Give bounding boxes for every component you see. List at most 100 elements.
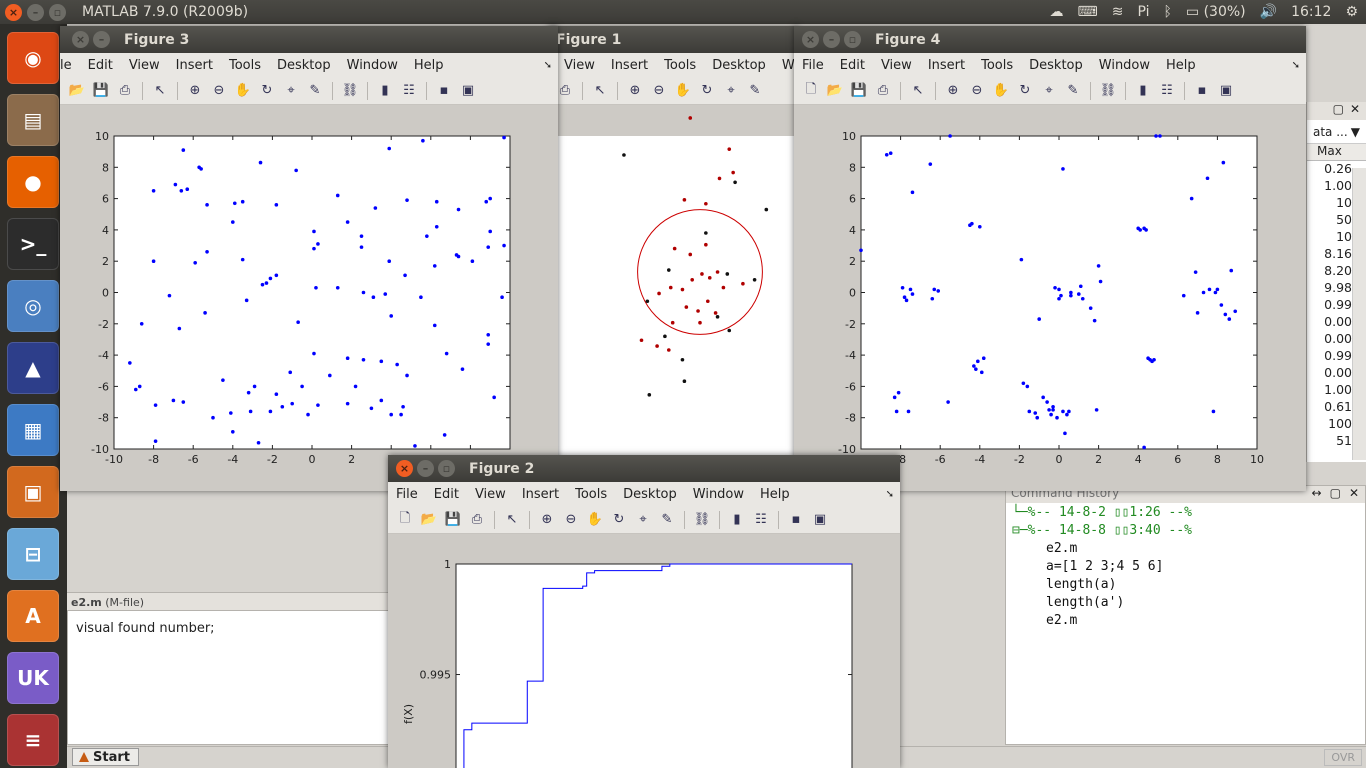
figure1-titlebar[interactable]: Figure 1 xyxy=(548,26,798,53)
open-icon[interactable]: 📂 xyxy=(420,512,438,527)
figure4-titlebar[interactable]: × – ▫ Figure 4 xyxy=(794,26,1306,53)
variable-cell[interactable]: 8.16 xyxy=(1324,246,1352,261)
bluetooth-icon[interactable]: ᛒ xyxy=(1163,4,1172,20)
variable-cell[interactable]: 1.00 xyxy=(1324,178,1352,193)
rotate-icon[interactable]: ↻ xyxy=(1019,83,1031,98)
maximize-button[interactable]: ▫ xyxy=(438,460,455,477)
print-icon[interactable]: ⎙ xyxy=(877,83,889,98)
start-button[interactable]: Start xyxy=(72,748,139,766)
dock-arrow-icon[interactable]: ➘ xyxy=(543,59,552,71)
pointer-icon[interactable]: ↖ xyxy=(912,83,924,98)
zoom-in-icon[interactable]: ⊕ xyxy=(541,512,553,527)
maximize-icon[interactable]: ▢ xyxy=(1329,486,1341,500)
cloud-icon[interactable]: ☁ xyxy=(1049,4,1064,20)
hide-tools-icon[interactable]: ▪ xyxy=(1197,83,1207,98)
menu-insert[interactable]: Insert xyxy=(610,57,649,73)
gear-icon[interactable]: ⚙ xyxy=(1345,4,1358,20)
zoom-out-icon[interactable]: ⊖ xyxy=(653,83,665,98)
menu-view[interactable]: View xyxy=(564,57,595,73)
colorbar-icon[interactable]: ▮ xyxy=(733,512,741,527)
brush-icon[interactable]: ✎ xyxy=(1067,83,1079,98)
save-icon[interactable]: 💾 xyxy=(444,512,462,527)
show-tools-icon[interactable]: ▣ xyxy=(461,83,475,98)
history-command[interactable]: length(a) xyxy=(1046,577,1117,592)
variable-cell[interactable]: 1.00 xyxy=(1324,382,1352,397)
link-icon[interactable]: ⛓ xyxy=(1099,83,1117,98)
menu-window[interactable]: Window xyxy=(346,57,398,73)
volume-icon[interactable]: 🔊 xyxy=(1259,4,1278,20)
zoom-in-icon[interactable]: ⊕ xyxy=(189,83,201,98)
ubuntu-icon[interactable]: ◉ xyxy=(7,32,59,84)
link-icon[interactable]: ⛓ xyxy=(693,512,711,527)
variable-cell[interactable]: 10 xyxy=(1336,195,1352,210)
brush-icon[interactable]: ✎ xyxy=(749,83,761,98)
variable-cell[interactable]: 0.00 xyxy=(1324,331,1352,346)
history-command[interactable]: length(a') xyxy=(1046,595,1125,610)
figure2-plot[interactable]: 0.995 1 f(X) xyxy=(388,534,900,768)
figure4-plot[interactable]: -8 -6 -4 -2 0 2 4 6 8 10 -10 -8 -6 -4 -2 0 2 4 6 8 10 xyxy=(794,105,1306,491)
open-icon[interactable]: 📂 xyxy=(68,83,86,98)
menu-edit[interactable]: Edit xyxy=(839,57,865,73)
new-figure-icon[interactable]: 🗋 xyxy=(399,510,411,526)
menu-help[interactable]: Help xyxy=(760,486,790,502)
variable-cell[interactable]: 0.26 xyxy=(1324,161,1352,176)
editor-text-area[interactable]: visual found number; xyxy=(67,610,392,745)
variable-cell[interactable]: 0.99 xyxy=(1324,348,1352,363)
link-icon[interactable]: ⛓ xyxy=(341,83,359,98)
variable-cell[interactable]: 8.20 xyxy=(1324,263,1352,278)
print-icon[interactable]: ⎙ xyxy=(119,83,131,98)
brush-icon[interactable]: ✎ xyxy=(309,83,321,98)
variable-cell[interactable]: 0.00 xyxy=(1324,314,1352,329)
close-window-button[interactable]: × xyxy=(5,3,22,21)
hide-tools-icon[interactable]: ▪ xyxy=(439,83,449,98)
zoom-in-icon[interactable]: ⊕ xyxy=(947,83,959,98)
terminal-icon[interactable]: >_ xyxy=(7,218,59,270)
history-session[interactable]: └─%-- 14-8-2 ▯▯1:26 --% xyxy=(1012,505,1193,520)
menu-desktop[interactable]: Desktop xyxy=(277,57,331,73)
menu-help[interactable]: Help xyxy=(413,57,444,73)
pan-icon[interactable]: ✋ xyxy=(992,83,1010,98)
menu-help[interactable]: Help xyxy=(1166,57,1196,73)
menu-insert[interactable]: Insert xyxy=(175,57,213,73)
software-center-icon[interactable]: A xyxy=(7,590,59,642)
pan-icon[interactable]: ✋ xyxy=(674,83,692,98)
menu-file[interactable]: File xyxy=(802,57,824,73)
writer-icon[interactable]: ▦ xyxy=(7,404,59,456)
wifi-icon[interactable]: ≋ xyxy=(1111,4,1124,20)
chromium-icon[interactable]: ◎ xyxy=(7,280,59,332)
menu-desktop[interactable]: Desktop xyxy=(1029,57,1083,73)
menu-desktop[interactable]: Desktop xyxy=(712,57,766,73)
input-method-icon[interactable]: Pi xyxy=(1137,4,1150,20)
close-button[interactable]: × xyxy=(72,31,89,48)
close-icon[interactable]: ✕ xyxy=(1349,102,1360,116)
menu-tools[interactable]: Tools xyxy=(228,57,261,73)
close-button[interactable]: × xyxy=(396,460,413,477)
menu-insert[interactable]: Insert xyxy=(521,486,560,502)
menu-tools[interactable]: Tools xyxy=(981,57,1014,73)
pan-icon[interactable]: ✋ xyxy=(586,512,604,527)
maximize-button[interactable]: ▫ xyxy=(844,31,861,48)
data-cursor-icon[interactable]: ⌖ xyxy=(639,512,647,527)
zoom-out-icon[interactable]: ⊖ xyxy=(971,83,983,98)
history-command[interactable]: a=[1 2 3;4 5 6] xyxy=(1046,559,1164,574)
menu-view[interactable]: View xyxy=(880,57,912,73)
rotate-icon[interactable]: ↻ xyxy=(613,512,625,527)
dock-arrow-icon[interactable]: ➘ xyxy=(1291,59,1300,71)
editor-tab[interactable]: e2.m (M-file) xyxy=(67,592,392,610)
show-tools-icon[interactable]: ▣ xyxy=(813,512,827,527)
figure3-titlebar[interactable]: × – Figure 3 xyxy=(60,26,558,53)
clock[interactable]: 16:12 xyxy=(1291,4,1332,20)
zoom-out-icon[interactable]: ⊖ xyxy=(565,512,577,527)
hide-tools-icon[interactable]: ▪ xyxy=(791,512,801,527)
close-icon[interactable]: ✕ xyxy=(1348,486,1359,500)
dock-arrow-icon[interactable]: ➘ xyxy=(885,488,894,500)
rotate-icon[interactable]: ↻ xyxy=(701,83,713,98)
print-icon[interactable]: ⎙ xyxy=(559,83,571,98)
minimize-button[interactable]: – xyxy=(823,31,840,48)
colorbar-icon[interactable]: ▮ xyxy=(1139,83,1147,98)
matlab-icon[interactable]: ▲ xyxy=(7,342,59,394)
pointer-icon[interactable]: ↖ xyxy=(594,83,606,98)
show-tools-icon[interactable]: ▣ xyxy=(1219,83,1233,98)
menu-file[interactable]: File xyxy=(396,486,418,502)
